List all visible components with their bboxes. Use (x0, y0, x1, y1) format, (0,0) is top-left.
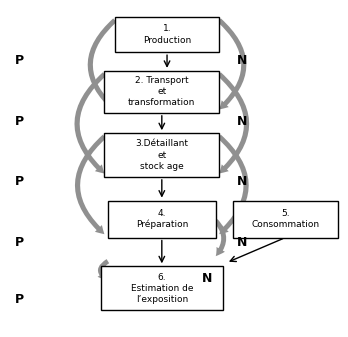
Text: P: P (15, 115, 24, 128)
Text: N: N (237, 236, 247, 249)
Text: P: P (15, 294, 24, 306)
FancyBboxPatch shape (233, 201, 338, 238)
Text: 6.
Estimation de
l’exposition: 6. Estimation de l’exposition (130, 273, 193, 304)
FancyArrowPatch shape (74, 72, 106, 174)
Text: 2. Transport
et
transformation: 2. Transport et transformation (128, 76, 196, 108)
Text: N: N (237, 115, 247, 128)
FancyArrowPatch shape (218, 135, 249, 234)
Text: P: P (15, 54, 24, 67)
Text: N: N (202, 272, 212, 284)
FancyBboxPatch shape (104, 71, 219, 113)
FancyBboxPatch shape (104, 133, 219, 177)
FancyBboxPatch shape (108, 201, 216, 238)
Text: N: N (237, 176, 247, 188)
FancyArrowPatch shape (88, 19, 117, 110)
Text: P: P (15, 236, 24, 249)
FancyArrowPatch shape (218, 19, 246, 110)
FancyArrowPatch shape (75, 135, 106, 234)
FancyArrowPatch shape (97, 259, 109, 280)
Text: 3.Détaillant
et
stock age: 3.Détaillant et stock age (135, 140, 188, 171)
Text: P: P (15, 176, 24, 188)
Text: N: N (237, 54, 247, 67)
FancyBboxPatch shape (115, 17, 219, 52)
FancyArrowPatch shape (214, 219, 226, 256)
Text: 1.
Production: 1. Production (143, 25, 191, 44)
Text: 4.
Préparation: 4. Préparation (136, 209, 188, 229)
FancyBboxPatch shape (101, 266, 223, 310)
Text: 5.
Consommation: 5. Consommation (251, 209, 319, 229)
FancyArrowPatch shape (218, 72, 249, 174)
